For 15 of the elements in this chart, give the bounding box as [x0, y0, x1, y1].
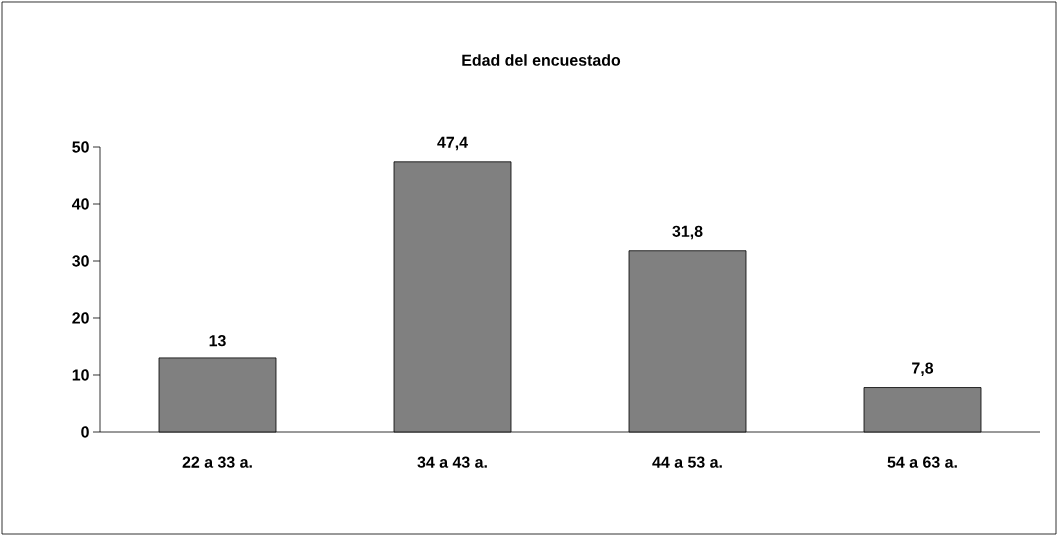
data-label: 13: [209, 335, 226, 347]
y-tick-label: 0: [81, 426, 89, 438]
x-tick-label: 22 a 33 a.: [182, 456, 252, 468]
data-label: 47,4: [437, 136, 468, 151]
y-tick-label: 30: [72, 255, 89, 267]
x-tick-label: 44 a 53 a.: [652, 456, 722, 468]
chart-title: Edad del encuestado: [462, 54, 621, 66]
y-tick-label: 20: [72, 312, 89, 324]
y-tick-label: 10: [72, 369, 89, 381]
x-tick-label: 34 a 43 a.: [417, 456, 487, 468]
y-tick-label: 50: [72, 141, 89, 153]
x-tick-label: 54 a 63 a.: [887, 456, 957, 468]
data-label: 31,8: [672, 225, 703, 240]
data-label: 7,8: [912, 362, 934, 377]
y-tick-label: 40: [71, 198, 89, 210]
